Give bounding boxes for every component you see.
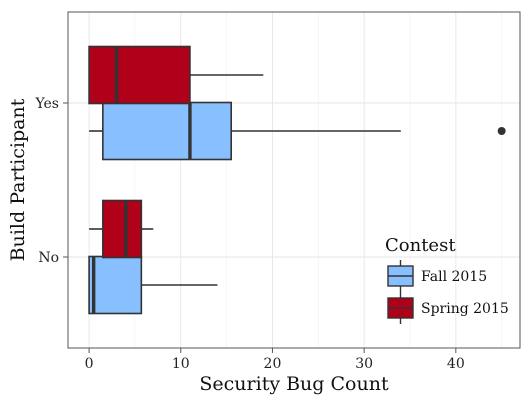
legend-label: Spring 2015 bbox=[421, 301, 509, 317]
legend: Contest Fall 2015 Spring 2015 bbox=[385, 235, 509, 324]
box-spring-2015-no bbox=[89, 199, 154, 259]
x-tick-label: 20 bbox=[264, 356, 282, 372]
outlier-point bbox=[497, 127, 506, 135]
x-tick-label: 40 bbox=[447, 356, 465, 372]
boxes bbox=[88, 45, 506, 315]
panel-border bbox=[67, 11, 521, 349]
x-tick-label: 0 bbox=[85, 356, 94, 372]
legend-title: Contest bbox=[385, 235, 456, 256]
legend-item-fall-2015: Fall 2015 bbox=[387, 260, 487, 292]
legend-label: Fall 2015 bbox=[421, 269, 487, 285]
box-fall-2015-yes bbox=[89, 101, 506, 161]
y-tick-label: No bbox=[38, 250, 59, 266]
y-axis-title: Build Participant bbox=[7, 98, 29, 261]
x-tick-label: 30 bbox=[355, 356, 373, 372]
box-body bbox=[88, 45, 191, 105]
box-spring-2015-yes bbox=[88, 45, 264, 105]
x-tick-label: 10 bbox=[172, 356, 190, 372]
box-body bbox=[102, 199, 143, 259]
x-axis-title: Security Bug Count bbox=[199, 373, 389, 395]
legend-item-spring-2015: Spring 2015 bbox=[387, 292, 509, 324]
box-body bbox=[88, 255, 143, 315]
box-body bbox=[102, 101, 232, 161]
y-tick-label: Yes bbox=[35, 96, 60, 112]
axes: 0 10 20 30 40 Yes No bbox=[35, 96, 465, 372]
